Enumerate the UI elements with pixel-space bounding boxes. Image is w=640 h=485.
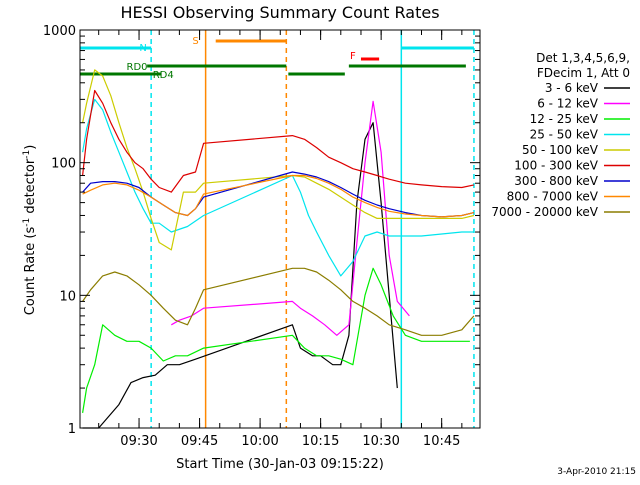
- legend-label-6: 300 - 800 keV: [514, 174, 598, 188]
- flag-label-n: N: [139, 43, 146, 54]
- legend-label-4: 50 - 100 keV: [522, 143, 599, 157]
- y-axis-label-mid: detector: [23, 158, 38, 218]
- x-tick-label: 09:45: [181, 434, 218, 449]
- y-axis-label-end: ): [23, 145, 38, 150]
- flag-label-rd4: RD4: [153, 70, 174, 81]
- series-line-8: [82, 267, 475, 336]
- legend-label-8: 7000 - 20000 keV: [491, 205, 598, 219]
- series-line-6: [82, 171, 475, 218]
- y-axis-label-sup2: -1: [22, 150, 32, 159]
- legend-label-5: 100 - 300 keV: [514, 159, 598, 173]
- x-tick-label: 10:00: [241, 434, 278, 449]
- y-tick-label: 1000: [43, 24, 76, 39]
- legend-header-line2: FDecim 1, Att 0: [537, 66, 630, 80]
- date-stamp: 3-Apr-2010 21:15: [557, 467, 636, 477]
- legend: Det 1,3,4,5,6,9, FDecim 1, Att 0 3 - 6 k…: [491, 51, 630, 219]
- flag-label-rd0: RD0: [127, 62, 148, 73]
- y-axis-label-sup1: -1: [22, 218, 32, 227]
- plot-frame: [79, 29, 481, 429]
- legend-label-3: 25 - 50 keV: [530, 128, 599, 142]
- y-tick-label: 10: [59, 289, 76, 304]
- x-axis-label: Start Time (30-Jan-03 09:15:22): [176, 457, 384, 472]
- y-axis: 1 10 100 1000: [43, 24, 480, 437]
- flag-label-s: S: [192, 36, 198, 47]
- legend-label-0: 3 - 6 keV: [545, 81, 599, 95]
- x-tick-label: 10:45: [423, 434, 460, 449]
- legend-label-7: 800 - 7000 keV: [507, 190, 599, 204]
- flag-label-f: F: [350, 51, 356, 62]
- x-tick-label: 10:30: [362, 434, 399, 449]
- series-line-0: [82, 122, 398, 429]
- chart-title: HESSI Observing Summary Count Rates: [120, 3, 439, 22]
- series-line-4: [82, 69, 475, 251]
- legend-label-2: 12 - 25 keV: [530, 112, 599, 126]
- x-axis: 09:30 09:45 10:00 10:15 10:30 10:45: [98, 30, 463, 449]
- y-axis-label-main: Count Rate (s: [23, 227, 38, 316]
- series-line-1: [171, 100, 410, 336]
- y-axis-label: Count Rate (s-1 detector-1): [22, 145, 38, 316]
- series-line-5: [82, 89, 475, 193]
- series-line-7: [82, 174, 475, 218]
- y-tick-label: 1: [68, 422, 76, 437]
- x-tick-label: 09:30: [120, 434, 157, 449]
- x-tick-label: 10:15: [302, 434, 339, 449]
- legend-label-1: 6 - 12 keV: [537, 97, 599, 111]
- plot-area: N S F RD0 RD4: [80, 30, 475, 429]
- y-tick-label: 100: [51, 157, 76, 172]
- legend-header-line1: Det 1,3,4,5,6,9,: [536, 51, 630, 65]
- series-line-2: [82, 267, 470, 413]
